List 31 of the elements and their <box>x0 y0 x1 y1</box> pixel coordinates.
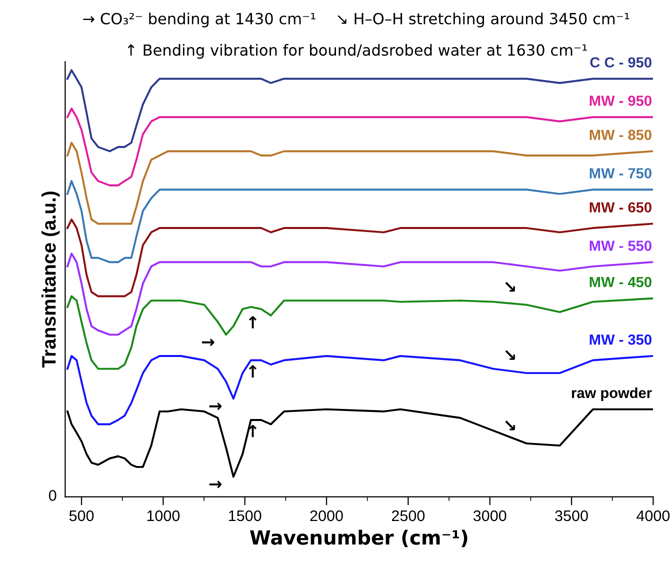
annotation: ↘ <box>505 420 515 430</box>
x-axis-title: Wavenumber (cm⁻¹) <box>250 530 468 548</box>
x-tick-label: 2000 <box>310 510 343 522</box>
series-label: raw powder <box>572 387 652 401</box>
x-tick-label: 3500 <box>555 510 588 522</box>
text: → CO₃²⁻ bending at 1430 cm⁻¹ ↘ H–O–H stretching around 3450 cm⁻¹ <box>83 12 630 28</box>
annotation: ↘ <box>505 282 515 292</box>
annotation: ↑ <box>249 316 257 328</box>
x-tick-label: 3000 <box>473 510 506 522</box>
x-tick-label: 2500 <box>392 510 425 522</box>
annotation: → <box>209 480 222 488</box>
x-tick-label: 1500 <box>229 510 262 522</box>
x-tick-label: 4000 <box>636 510 670 522</box>
annotation: ↑ <box>249 424 257 438</box>
y-axis-title: Transmitance (a.u.) <box>42 192 60 368</box>
series-label: C C - 950 <box>590 57 652 68</box>
series-label: MW - 950 <box>590 96 652 106</box>
series-label: MW - 350 <box>590 334 652 345</box>
annotation: → <box>202 338 214 346</box>
annotation: → <box>209 402 222 410</box>
annotation: ↑ <box>249 365 257 378</box>
x-tick-label: 500 <box>69 510 94 522</box>
x-tick-label: 1000 <box>147 510 180 522</box>
text: 0 <box>48 490 56 501</box>
series-label: MW - 550 <box>590 240 652 251</box>
text: ↑ Bending vibration for bound/adsrobed water at 1630 cm⁻¹ <box>128 44 587 59</box>
series-label: MW - 750 <box>590 168 652 178</box>
series-label: MW - 850 <box>590 130 652 140</box>
series-label: MW - 450 <box>590 276 652 288</box>
series-label: MW - 650 <box>590 202 652 213</box>
annotation: ↘ <box>505 350 515 360</box>
